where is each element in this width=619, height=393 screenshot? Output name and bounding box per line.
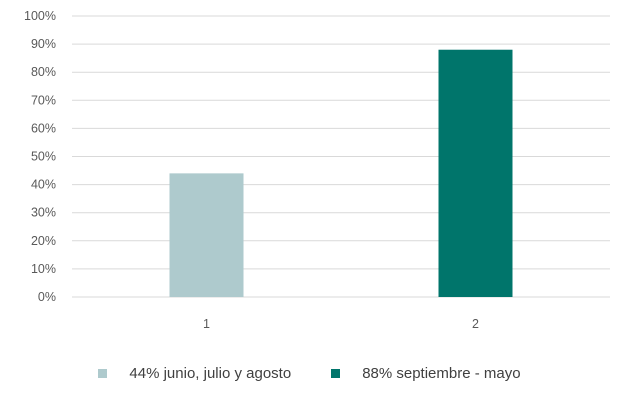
legend-swatch-1 [98,368,108,378]
legend-label-1: 44% junio, julio y agosto [129,364,292,382]
gridlines [72,15,610,298]
y-tick-label: 10% [31,262,56,276]
y-tick-label: 40% [31,178,56,192]
bars [169,49,513,297]
y-tick-label: 50% [31,150,56,164]
legend-item-1: 44% junio, julio y agosto [98,365,291,382]
legend-label-2: 88% septiembre - mayo [362,364,521,382]
bar-1 [169,173,244,297]
y-axis-ticks: 0% 10% 20% 30% 40% 50% 60% 70% 80% 90% 100% [24,9,56,304]
y-tick-label: 80% [31,65,56,79]
y-tick-label: 100% [24,9,56,23]
y-tick-label: 90% [31,37,56,51]
y-tick-label: 20% [31,234,56,248]
bar-2 [438,49,513,297]
y-tick-label: 0% [38,290,56,304]
y-tick-label: 30% [31,206,56,220]
y-tick-label: 60% [31,121,56,135]
y-tick-label: 70% [31,93,56,107]
legend: 44% junio, julio y agosto 88% septiembre… [0,362,619,384]
legend-item-2: 88% septiembre - mayo [331,364,521,382]
x-tick-label: 1 [203,317,210,331]
legend-swatch-2 [331,368,341,378]
x-tick-label: 2 [472,317,479,331]
